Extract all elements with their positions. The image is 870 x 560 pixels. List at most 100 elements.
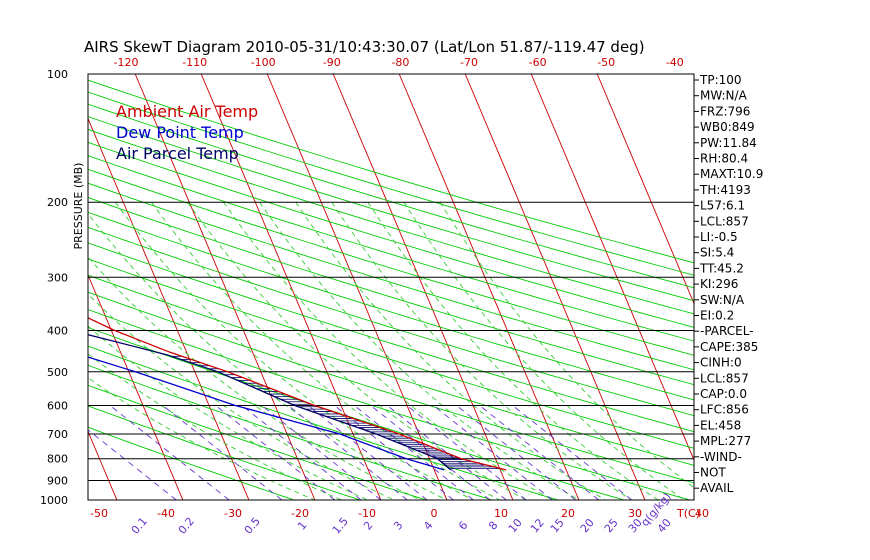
mixing-ratio-line bbox=[261, 405, 382, 500]
mixing-ratio-tick-label: 0.5 bbox=[242, 515, 263, 537]
stability-index: EL:458 bbox=[700, 418, 741, 432]
isotherm-line bbox=[88, 430, 118, 500]
dry-adiabat-line bbox=[88, 327, 626, 500]
bottom-temp-tick-label: 10 bbox=[494, 507, 508, 520]
bottom-temp-tick-labels: -50 -40 -30 -20 -10 0 10 20 30 40 bbox=[90, 507, 709, 520]
bottom-temp-tick-label: -10 bbox=[358, 507, 376, 520]
stability-index: EI:0.2 bbox=[700, 309, 734, 323]
mixing-ratio-tick-label: 6 bbox=[456, 519, 470, 533]
moist-adiabat-line bbox=[295, 201, 607, 500]
mixing-ratio-tick-label: 20 bbox=[578, 516, 597, 535]
mixing-ratio-line bbox=[353, 405, 474, 500]
plot-frame bbox=[87, 73, 695, 501]
moist-adiabat-line bbox=[367, 201, 659, 500]
stability-index: FRZ:796 bbox=[700, 104, 750, 118]
bottom-temp-tick-label: -20 bbox=[291, 507, 309, 520]
dry-adiabat-line bbox=[88, 103, 694, 289]
mixing-ratio-line bbox=[162, 405, 283, 500]
legend: Ambient Air Temp Dew Point Temp Air Parcel… bbox=[116, 102, 258, 163]
dry-adiabat-line bbox=[88, 405, 362, 500]
dry-adiabat-line bbox=[88, 91, 694, 276]
skewt-grid bbox=[0, 74, 694, 509]
stability-index: NOT bbox=[700, 466, 726, 480]
stability-index: CAP:0.0 bbox=[700, 387, 747, 401]
chart-title: AIRS SkewT Diagram 2010-05-31/10:43:30.0… bbox=[84, 38, 645, 56]
stability-index: CAPE:385 bbox=[700, 340, 758, 354]
stability-index: WB0:849 bbox=[700, 120, 755, 134]
pressure-tick-label: 700 bbox=[47, 428, 68, 441]
mixing-ratio-tick-label: 10 bbox=[506, 516, 525, 535]
isotherm-line bbox=[596, 74, 694, 305]
mixing-ratio-line bbox=[287, 405, 408, 500]
mixing-ratio-line bbox=[370, 405, 491, 500]
temp-unit-label: T(C) bbox=[676, 507, 700, 520]
y-axis-label: PRESSURE (MB) bbox=[72, 163, 85, 250]
stability-index: CINH:0 bbox=[700, 356, 742, 370]
mixing-ratio-tick-label: 1 bbox=[295, 519, 309, 533]
bottom-temp-tick-label: 0 bbox=[431, 507, 438, 520]
stability-index: KI:296 bbox=[700, 277, 738, 291]
pressure-tick-label: 600 bbox=[47, 399, 68, 412]
moist-adiabat-line bbox=[88, 325, 369, 500]
cape-hatch-area bbox=[171, 355, 501, 470]
mixing-ratio-line bbox=[241, 405, 362, 500]
dry-adiabat-line bbox=[88, 426, 296, 500]
bottom-temp-tick-label: -50 bbox=[90, 507, 108, 520]
stability-index: LCL:857 bbox=[700, 371, 749, 385]
stability-index: AVAIL bbox=[700, 481, 734, 495]
stability-index: LFC:856 bbox=[700, 403, 749, 417]
stability-index: -WIND- bbox=[700, 450, 742, 464]
top-temp-tick-label: -40 bbox=[666, 56, 684, 69]
dry-adiabat-line bbox=[88, 211, 694, 401]
mixing-ratio-line bbox=[479, 405, 599, 500]
legend-item: Dew Point Temp bbox=[116, 123, 244, 142]
stability-index: MW:N/A bbox=[700, 89, 748, 103]
stability-index: LI:-0.5 bbox=[700, 230, 738, 244]
stability-index: MPL:277 bbox=[700, 434, 751, 448]
top-temp-tick-label: -50 bbox=[597, 56, 615, 69]
mixing-ratio-tick-label: 25 bbox=[602, 516, 621, 535]
pressure-tick-label: 100 bbox=[47, 68, 68, 81]
moist-adiabat-line bbox=[259, 201, 580, 500]
pressure-tick-label: 800 bbox=[47, 453, 68, 466]
mixing-ratio-tick-labels: 0.1 0.2 0.5 1 1.5 2 3 4 6 8 10 12 15 20 25 30 40 bbox=[129, 515, 674, 537]
dry-adiabat-line bbox=[88, 128, 694, 315]
stability-index: TP:100 bbox=[699, 73, 742, 87]
isotherm-line bbox=[332, 74, 514, 500]
bottom-temp-tick-label: -30 bbox=[224, 507, 242, 520]
mixing-ratio-tick-label: 0.1 bbox=[129, 515, 150, 537]
stability-index: TT:45.2 bbox=[699, 261, 744, 275]
mixing-ratio-line bbox=[334, 405, 454, 500]
dry-adiabat-line bbox=[88, 384, 428, 500]
dry-adiabat-line bbox=[88, 116, 694, 302]
dry-adiabat-line bbox=[88, 364, 494, 500]
series-line bbox=[88, 333, 452, 471]
mixing-ratio-line bbox=[406, 405, 527, 500]
pressure-tick-label: 900 bbox=[47, 475, 68, 488]
mixing-ratio-tick-label: 8 bbox=[486, 519, 500, 533]
pressure-tick-labels: 100 200 300 400 500 600 700 800 900 1000 bbox=[40, 68, 68, 507]
moist-adiabat-line bbox=[88, 213, 448, 500]
mixing-ratio-line bbox=[512, 405, 632, 500]
isotherm-line bbox=[200, 74, 382, 500]
mixing-ratio-line bbox=[88, 429, 177, 500]
moist-adiabat-line bbox=[187, 201, 528, 500]
legend-item: Ambient Air Temp bbox=[116, 102, 258, 121]
moist-adiabat-line bbox=[88, 353, 343, 500]
moist-adiabat-line bbox=[88, 256, 422, 500]
bottom-temp-tick-label: -40 bbox=[157, 507, 175, 520]
stability-index: SW:N/A bbox=[700, 293, 745, 307]
mixing-ratio-line bbox=[109, 405, 230, 500]
mixing-ratio-line bbox=[456, 405, 576, 500]
dry-adiabat-line bbox=[88, 242, 694, 433]
mixing-ratio-tick-label: 2 bbox=[361, 519, 375, 533]
dry-adiabat-line bbox=[88, 155, 694, 342]
mixing-ratio-tick-label: 40 bbox=[655, 516, 674, 535]
pressure-tick-label: 500 bbox=[47, 366, 68, 379]
dry-adiabat-line bbox=[88, 197, 694, 386]
mixing-ratio-tick-label: 12 bbox=[528, 516, 547, 535]
pressure-tick-label: 200 bbox=[47, 196, 68, 209]
isotherm-line bbox=[0, 74, 55, 509]
dry-adiabat-line bbox=[88, 79, 694, 264]
